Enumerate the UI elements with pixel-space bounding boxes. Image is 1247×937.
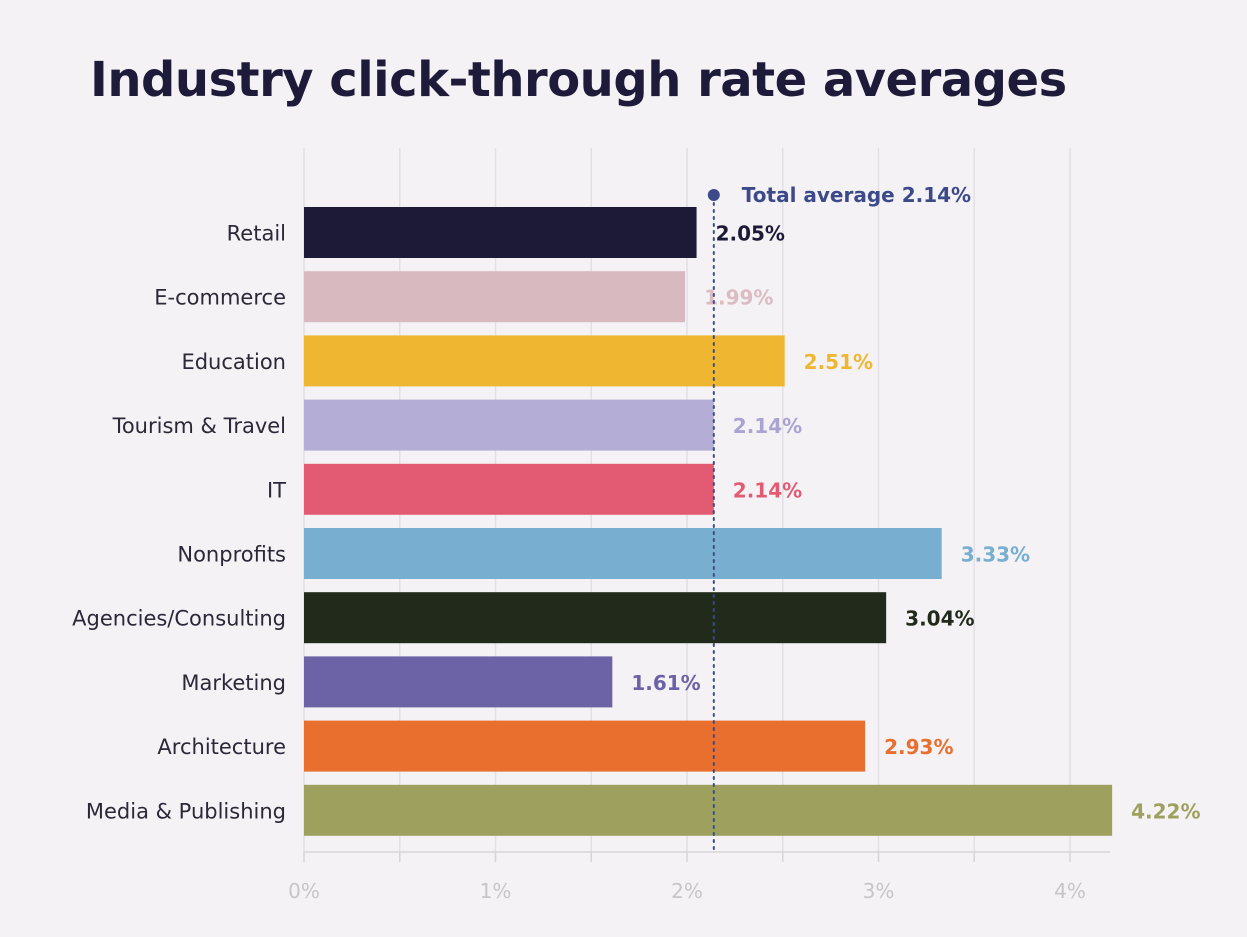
bar-retail [304,207,697,258]
chart-title: Industry click-through rate averages [90,52,1067,108]
x-tick-label: 1% [480,879,512,903]
value-label: 3.33% [961,543,1030,567]
value-label: 2.51% [804,350,873,374]
bar-architecture [304,720,866,772]
x-tick-label: 2% [671,879,703,903]
category-label: Retail [227,222,286,246]
bar-agencies-consulting [304,592,887,644]
bar-nonprofits [304,528,942,579]
category-label: Media & Publishing [86,799,286,823]
category-label: Architecture [157,735,286,759]
value-label: 2.14% [733,414,802,438]
category-label: Education [181,350,286,374]
average-label: Total average 2.14% [742,183,971,207]
average-marker [707,189,720,201]
bar-e-commerce [304,271,686,323]
bar-tourism-travel [304,399,714,451]
bar-education [304,335,785,387]
x-tick-label: 3% [863,879,895,903]
value-label: 2.05% [716,222,785,246]
value-label: 2.93% [884,735,953,759]
value-label: 1.99% [704,286,773,310]
category-label: Agencies/Consulting [72,607,286,631]
x-tick-label: 4% [1054,879,1086,903]
bar-it [304,463,714,515]
bar-media-publishing [304,784,1113,836]
category-label: Tourism & Travel [112,414,286,438]
value-label: 2.14% [733,478,802,502]
value-label: 3.04% [905,607,974,631]
value-label: 4.22% [1131,799,1200,823]
category-label: Nonprofits [177,543,286,567]
category-label: IT [267,478,286,502]
category-label: Marketing [181,671,286,695]
x-tick-label: 0% [288,879,320,903]
category-label: E-commerce [154,286,286,310]
bar-marketing [304,656,613,708]
value-label: 1.61% [631,671,700,695]
